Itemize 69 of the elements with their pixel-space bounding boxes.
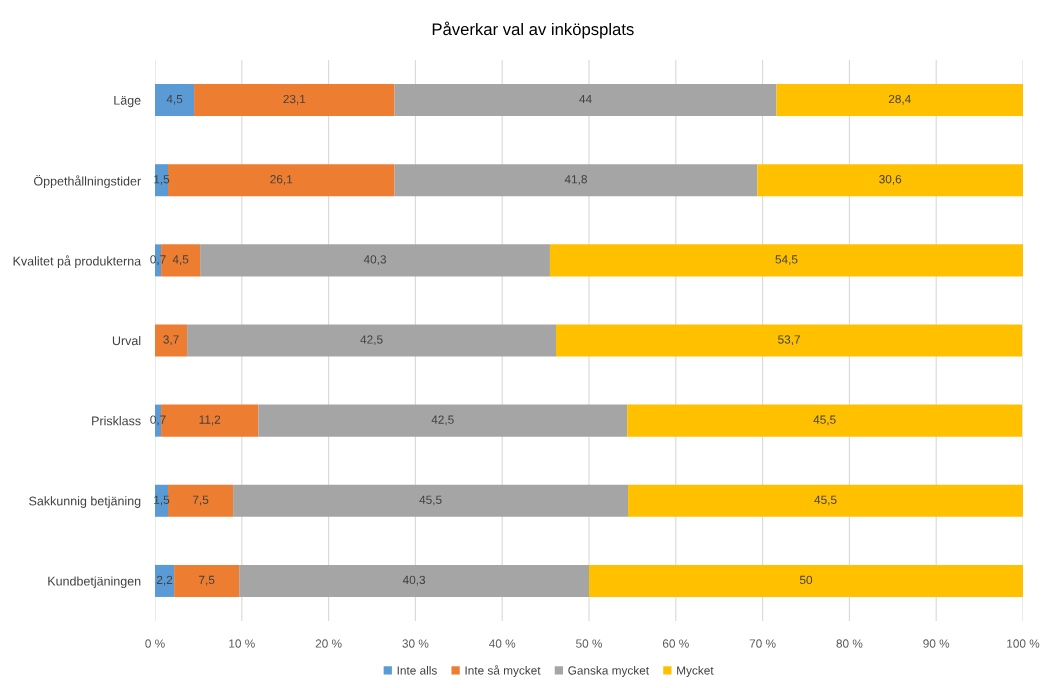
data-label: 28,4 [888, 94, 911, 105]
x-tick-label: 60 % [662, 639, 689, 648]
chart-title: Påverkar val av inköpsplats [432, 21, 634, 39]
data-label: 23,1 [283, 94, 306, 105]
data-label: 41,8 [564, 175, 587, 185]
data-label: 4,5 [172, 255, 189, 265]
bar [168, 484, 234, 517]
x-tick-label: 20 % [315, 639, 342, 648]
bar [200, 244, 550, 277]
x-tick-label: 0 % [145, 639, 165, 648]
y-tick-label: Läge [114, 96, 141, 108]
bar [239, 564, 589, 597]
data-label: 2,2 [156, 575, 173, 586]
x-tick-label: 90 % [923, 639, 950, 648]
data-label: 45,5 [419, 495, 442, 506]
data-label: 26,1 [270, 175, 293, 185]
data-label: 42,5 [360, 335, 383, 346]
x-tick-label: 30 % [402, 639, 429, 648]
bar [556, 324, 1023, 357]
bar [174, 564, 240, 597]
x-tick-label: 50 % [576, 639, 603, 648]
y-tick-label: Sakkunnig betjäning [29, 496, 141, 508]
bar [549, 244, 1023, 277]
data-label: 42,5 [431, 415, 454, 426]
x-tick-label: 100 % [1007, 639, 1040, 648]
data-label: 45,5 [813, 415, 836, 426]
bar [187, 324, 557, 357]
data-label: 53,7 [778, 335, 800, 346]
data-label: 54,5 [775, 255, 798, 265]
bar [155, 84, 195, 117]
bar [168, 164, 395, 197]
bar [258, 404, 628, 437]
y-tick-label: Öppethållningstider [34, 174, 141, 189]
data-label: 30,6 [879, 175, 902, 185]
data-label: 7,5 [192, 495, 209, 506]
y-tick-label: Prisklass [92, 416, 141, 426]
legend-label: Mycket [677, 665, 714, 677]
data-label: 40,3 [363, 255, 387, 265]
data-label: 4,5 [166, 95, 183, 105]
data-label: 0,7 [150, 415, 166, 426]
data-label: 50 [799, 575, 813, 585]
data-label: 11,2 [199, 415, 221, 426]
x-tick-label: 70 % [749, 639, 776, 648]
y-tick-label: Kundbetjäningen [48, 576, 141, 589]
bar [589, 564, 1023, 597]
data-label: 45,5 [814, 495, 837, 506]
bar [757, 164, 1023, 197]
bar [627, 404, 1023, 437]
data-label: 7,5 [199, 575, 215, 586]
legend-label: Inte alls [397, 665, 437, 675]
data-label: 44 [579, 95, 592, 104]
bar [394, 164, 758, 197]
legend-label: Inte så mycket [465, 665, 541, 677]
data-label: 0,7 [150, 255, 166, 265]
bar [394, 84, 777, 117]
bar [155, 564, 175, 597]
data-label: 3,7 [163, 335, 179, 346]
bar [628, 484, 1023, 517]
bar [776, 84, 1023, 117]
y-tick-label: Urval [112, 335, 141, 346]
x-tick-label: 40 % [489, 639, 516, 648]
legend-label: Ganska mycket [568, 665, 649, 677]
x-tick-label: 80 % [836, 639, 863, 648]
bar [155, 324, 188, 357]
bar [233, 484, 629, 517]
data-label: 40,3 [402, 575, 426, 586]
bar [194, 84, 395, 117]
x-tick-label: 10 % [229, 639, 255, 648]
y-tick-label: Kvalitet på produkterna [13, 255, 142, 268]
